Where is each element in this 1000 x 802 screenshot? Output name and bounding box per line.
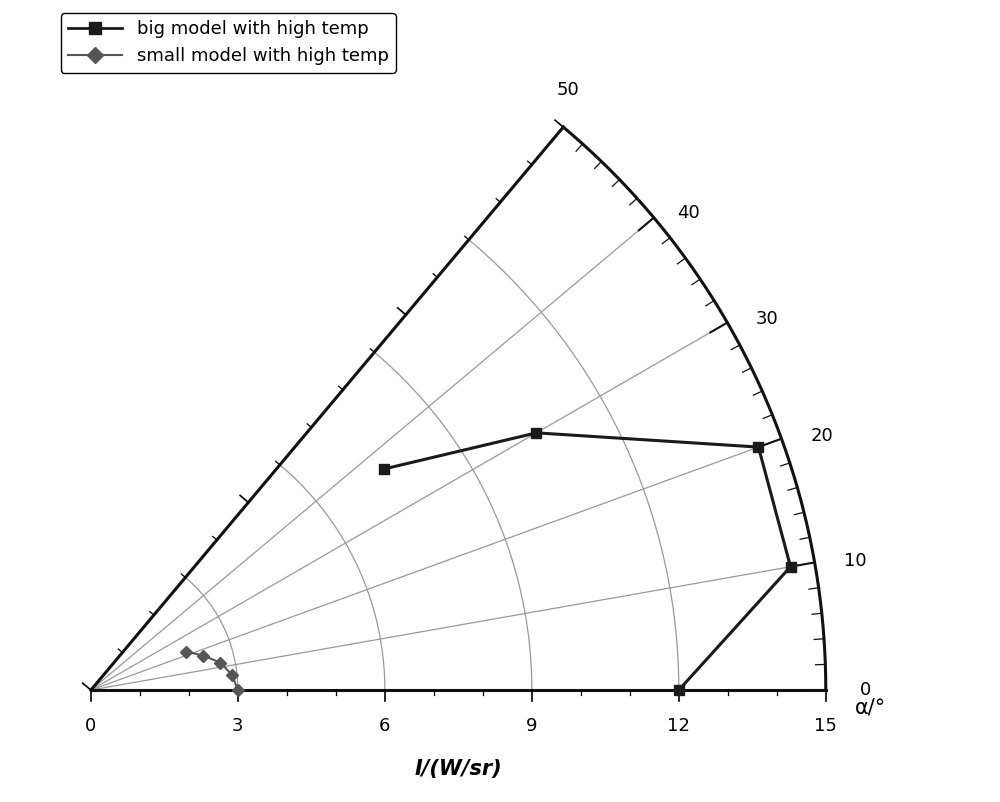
Text: 12: 12 [667,717,690,735]
Text: 9: 9 [526,717,538,735]
Text: 15: 15 [814,717,837,735]
Text: 3: 3 [232,717,244,735]
Text: I/(W/sr): I/(W/sr) [415,759,502,779]
Text: 6: 6 [379,717,391,735]
Text: 0: 0 [860,681,871,699]
Text: 50: 50 [557,82,579,99]
Text: 20: 20 [810,427,833,445]
Legend: big model with high temp, small model with high temp: big model with high temp, small model wi… [61,13,396,73]
Text: 30: 30 [756,310,779,328]
Text: 10: 10 [844,552,867,570]
Text: 0: 0 [85,717,97,735]
Text: α/°: α/° [855,698,886,718]
Text: 40: 40 [677,204,699,222]
